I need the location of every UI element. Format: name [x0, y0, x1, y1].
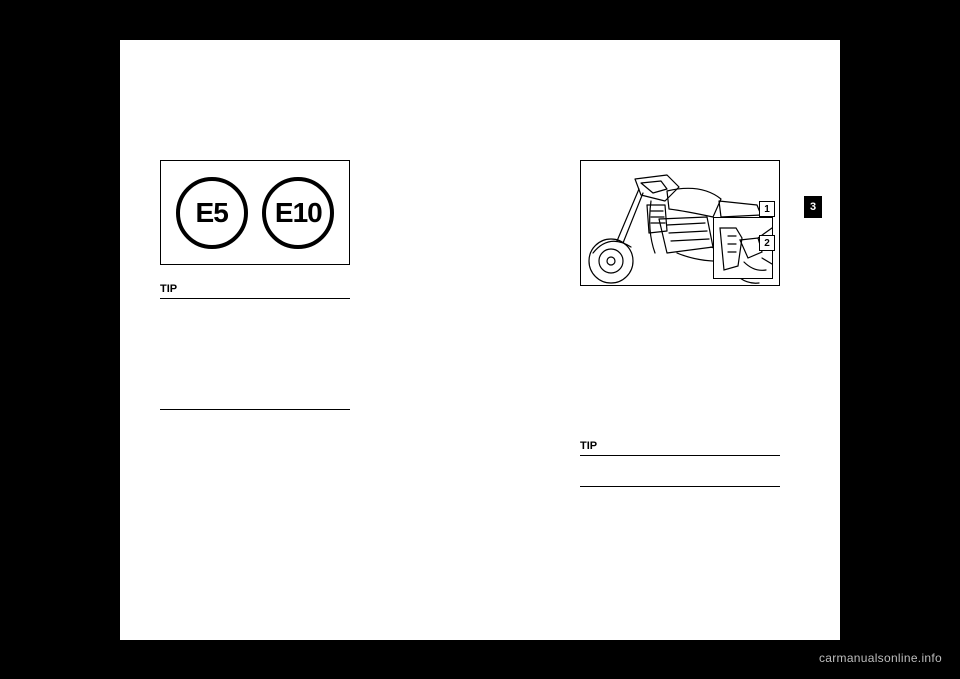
manual-page: 3	[120, 40, 840, 640]
right-column: 3	[580, 160, 800, 487]
rule-right	[580, 486, 780, 487]
tip-body-right: See page 6-11 for canister information.	[580, 456, 780, 472]
fuel-e10-label: E10	[275, 197, 322, 229]
fuel-circle-e5: E5	[176, 177, 248, 249]
tip-body-left: • This mark identifies the recommended f…	[160, 299, 350, 361]
callout-2: 2	[759, 235, 775, 251]
tip-label-left: TIP	[160, 283, 177, 295]
tip-header-left: TIP	[160, 279, 350, 299]
watermark: carmanualsonline.info	[819, 651, 942, 665]
rule-left	[160, 409, 350, 410]
chapter-number: 3	[810, 201, 816, 213]
tip-header-right: TIP	[580, 436, 780, 456]
fuel-e5-label: E5	[196, 197, 228, 229]
tip-label-right: TIP	[580, 440, 597, 452]
left-column: E5 E10 TIP • This mark identifies the re…	[160, 160, 360, 410]
fuel-circle-e10: E10	[262, 177, 334, 249]
motorcycle-illustration: 1 2	[580, 160, 780, 286]
callout-2-label: 2	[764, 238, 770, 249]
chapter-tab: 3	[804, 196, 822, 218]
callout-1: 1	[759, 201, 775, 217]
callout-1-label: 1	[764, 204, 770, 215]
fuel-id-figure: E5 E10	[160, 160, 350, 265]
